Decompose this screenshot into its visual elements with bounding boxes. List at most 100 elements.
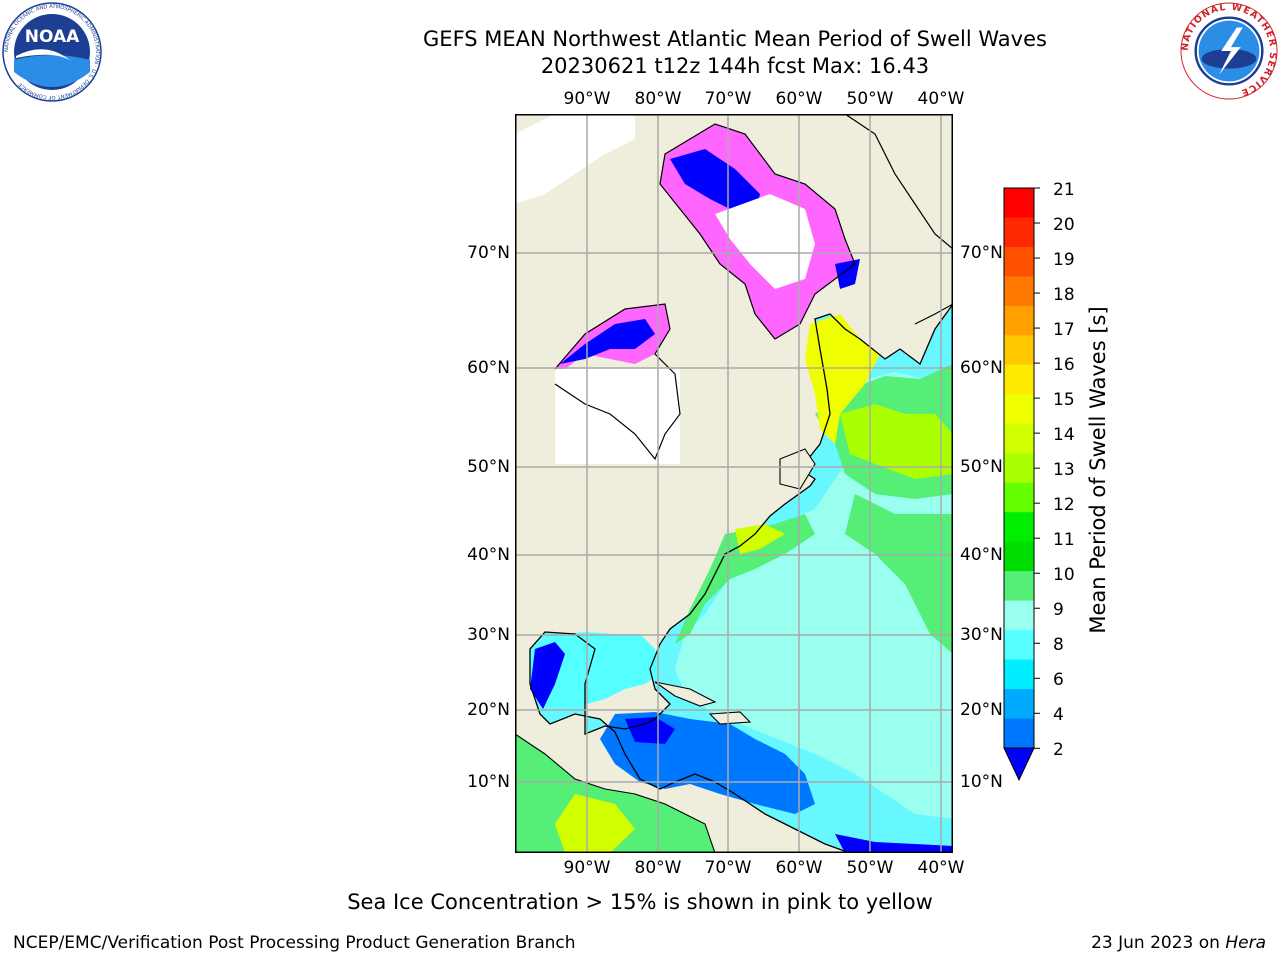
lat-label-right: 40°N: [960, 545, 1003, 565]
lon-label-bottom: 50°W: [846, 858, 894, 878]
colorbar-box: [1004, 364, 1034, 395]
baffin-white: [715, 194, 815, 289]
nws-logo: NATIONAL WEATHER SERVICE: [1180, 2, 1278, 100]
lon-label-bottom: 70°W: [704, 858, 752, 878]
chart-title: GEFS MEAN Northwest Atlantic Mean Period…: [423, 27, 1047, 51]
lon-label-bottom: 90°W: [563, 858, 611, 878]
lat-label-left: 20°N: [467, 700, 510, 720]
noaa-logo: NOAA NATIONAL OCEANIC AND ATMOSPHERIC AD…: [2, 2, 102, 102]
coastline-newfoundland: [779, 448, 816, 490]
coastline-hudson: [554, 303, 681, 461]
lat-label-right: 30°N: [960, 625, 1003, 645]
swell-period-map: [515, 114, 953, 853]
colorbar-box: [1004, 276, 1034, 307]
lon-label-bottom: 60°W: [775, 858, 823, 878]
hudson-bay-white: [555, 369, 680, 464]
ocean-green-coast: [675, 514, 815, 644]
colorbar-box: [1004, 423, 1034, 454]
baffin-blue: [670, 149, 760, 214]
colorbar-tick-label: 9: [1053, 600, 1064, 621]
map-frame: [515, 114, 953, 853]
colorbar-tick-label: 21: [1053, 180, 1075, 200]
colorbar-extend-triangle: [1003, 747, 1035, 782]
lat-label-right: 10°N: [960, 772, 1003, 792]
colorbar-tick-label: 6: [1053, 670, 1064, 691]
colorbar-box: [1004, 689, 1034, 720]
colorbar-box: [1004, 512, 1034, 543]
arctic-ice: [515, 114, 635, 204]
colorbar-box: [1004, 541, 1034, 572]
colorbar-tick-label: 2: [1053, 740, 1064, 761]
colorbar-box: [1004, 246, 1034, 277]
colorbar-tick-label: 19: [1053, 250, 1075, 271]
colorbar-frame: [1003, 187, 1035, 749]
colorbar-box: [1004, 571, 1034, 602]
colorbar-tick-label: 4: [1053, 705, 1064, 726]
south-america-yellow: [555, 794, 635, 853]
colorbar: [1003, 187, 1040, 782]
lat-label-left: 70°N: [467, 243, 510, 263]
south-coast-blue: [835, 834, 953, 853]
colorbar-box: [1004, 482, 1034, 513]
colorbar-box: [1004, 305, 1034, 336]
ocean-yellow-coast: [735, 524, 785, 554]
colorbar-box: [1004, 188, 1034, 218]
colorbar-box: [1004, 630, 1034, 661]
colorbar-tick-label: 14: [1053, 425, 1075, 446]
lat-label-right: 50°N: [960, 457, 1003, 477]
footer-date: 23 Jun 2023 on Hera: [1091, 933, 1266, 953]
greenland-blue: [835, 259, 860, 289]
chart-subtitle: 20230621 t12z 144h fcst Max: 16.43: [540, 54, 930, 78]
colorbar-box: [1004, 394, 1034, 425]
lon-label-top: 70°W: [704, 89, 752, 109]
footer-credit: NCEP/EMC/Verification Post Processing Pr…: [13, 933, 576, 953]
colorbar-tick-label: 17: [1053, 320, 1075, 341]
lat-label-right: 20°N: [960, 700, 1003, 720]
colorbar-box: [1004, 453, 1034, 484]
coastline-cuba: [654, 681, 717, 707]
colorbar-tick-label: 20: [1053, 215, 1075, 236]
colorbar-tick-label: 8: [1053, 635, 1064, 656]
lon-label-top: 90°W: [563, 89, 611, 109]
colorbar-box: [1004, 718, 1034, 749]
colorbar-tick-label: 18: [1053, 285, 1075, 306]
colorbar-tick-label: 15: [1053, 390, 1075, 411]
coastline-baffin: [659, 123, 856, 340]
lon-label-bottom: 40°W: [917, 858, 965, 878]
colorbar-tick-label: 10: [1053, 565, 1075, 586]
coastline-hispaniola: [708, 711, 752, 725]
lon-label-top: 60°W: [775, 89, 823, 109]
hudson-bay-blue: [560, 319, 655, 364]
colorbar-tick-label: 13: [1053, 460, 1075, 481]
lon-label-top: 50°W: [846, 89, 894, 109]
lon-label-top: 40°W: [917, 89, 965, 109]
colorbar-tick-label: 12: [1053, 495, 1075, 516]
lat-label-left: 50°N: [467, 457, 510, 477]
colorbar-tick-label: 16: [1053, 355, 1075, 376]
colorbar-box: [1004, 217, 1034, 248]
ocean-yellow: [805, 314, 880, 444]
sea-ice-note: Sea Ice Concentration > 15% is shown in …: [347, 890, 933, 914]
lat-label-left: 40°N: [467, 545, 510, 565]
lon-label-top: 80°W: [634, 89, 682, 109]
footer-host: Hera: [1225, 933, 1266, 953]
noaa-text: NOAA: [25, 27, 80, 47]
gulf-blue: [530, 642, 565, 709]
ocean-lime: [840, 404, 953, 479]
lat-label-right: 70°N: [960, 243, 1003, 263]
lat-label-right: 60°N: [960, 358, 1003, 378]
colorbar-tick-label: 11: [1053, 530, 1075, 551]
caribbean-deep: [625, 717, 675, 744]
colorbar-box: [1004, 600, 1034, 631]
lat-label-left: 30°N: [467, 625, 510, 645]
lat-label-left: 10°N: [467, 772, 510, 792]
lon-label-bottom: 80°W: [634, 858, 682, 878]
footer-date-text: 23 Jun 2023 on: [1091, 933, 1226, 953]
graticule: [515, 114, 953, 853]
coastline: [529, 303, 953, 853]
lat-label-left: 60°N: [467, 358, 510, 378]
ocean-green-2: [845, 494, 953, 654]
colorbar-box: [1004, 335, 1034, 366]
colorbar-title: Mean Period of Swell Waves [s]: [1086, 306, 1110, 634]
colorbar-box: [1004, 659, 1034, 690]
